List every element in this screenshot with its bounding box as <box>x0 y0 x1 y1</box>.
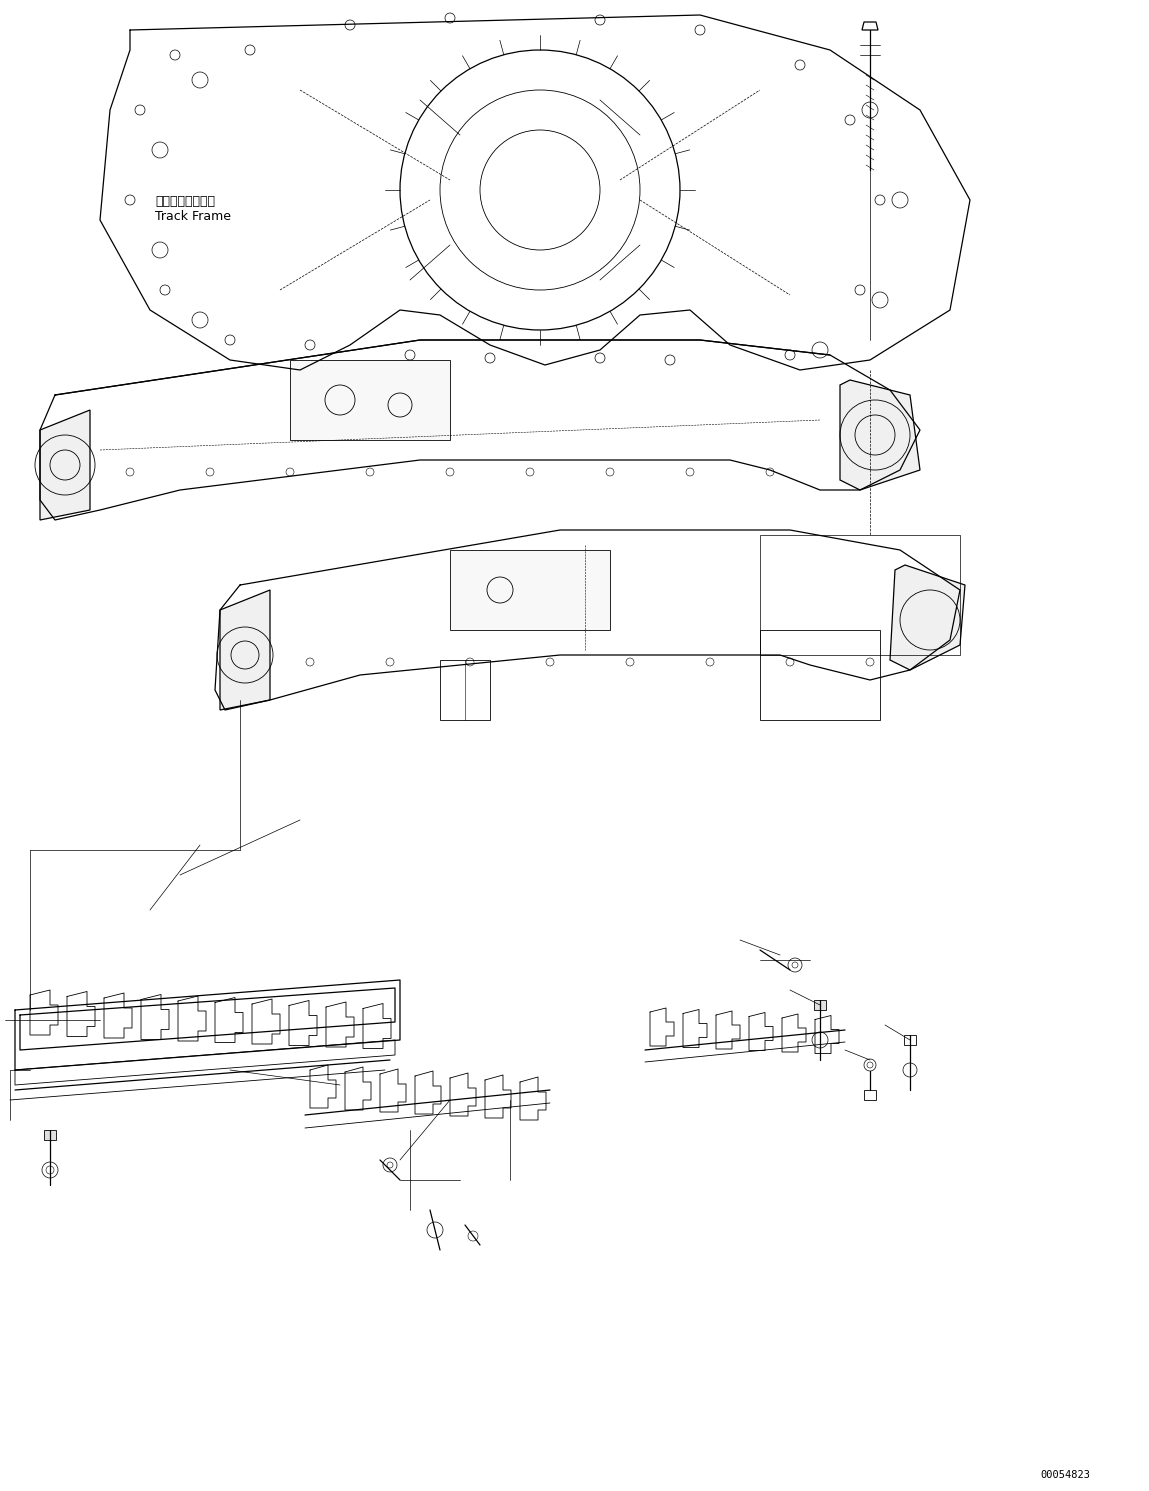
Bar <box>440 661 489 720</box>
Bar <box>450 550 610 631</box>
Bar <box>759 631 880 720</box>
Text: Track Frame: Track Frame <box>155 210 231 224</box>
Text: トラックフレーム: トラックフレーム <box>155 195 215 209</box>
Polygon shape <box>219 590 270 710</box>
Polygon shape <box>813 1000 826 1009</box>
Polygon shape <box>44 1130 56 1141</box>
Polygon shape <box>40 410 90 520</box>
Polygon shape <box>840 380 920 491</box>
Bar <box>759 535 961 655</box>
Polygon shape <box>890 565 965 669</box>
Text: 00054823: 00054823 <box>1040 1470 1090 1481</box>
Bar <box>290 359 450 440</box>
